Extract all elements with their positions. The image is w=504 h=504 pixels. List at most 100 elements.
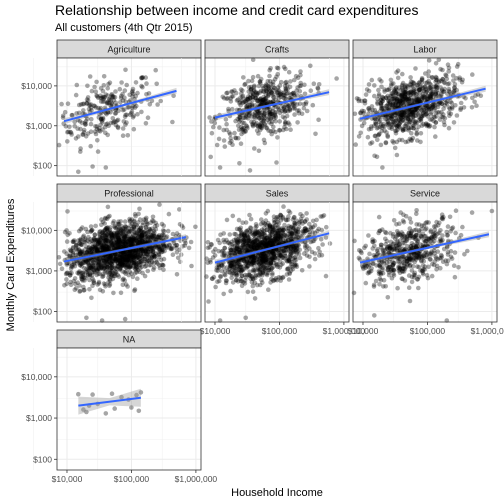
data-point [402,98,408,104]
data-point [222,272,228,278]
data-point [271,85,277,91]
data-point [97,287,103,293]
data-point [249,104,255,109]
data-point [247,95,253,100]
data-point [380,114,386,119]
data-point [166,211,172,217]
data-point [404,90,409,96]
x-axis-title: Household Income [231,487,323,499]
data-point [86,263,91,268]
data-point [127,251,133,257]
data-point [307,221,312,227]
data-point [261,241,267,247]
data-point [458,106,464,111]
data-point [452,88,457,94]
data-point [429,117,435,122]
data-point [440,76,446,82]
data-point [421,113,427,118]
data-point [114,118,120,123]
data-point [399,110,405,115]
data-point [93,105,99,110]
data-point [434,88,440,93]
data-point [410,110,415,115]
data-point [438,93,444,99]
facet-strip-label: Professional [104,189,154,199]
data-point [124,112,129,118]
data-point [284,102,289,107]
data-point [71,239,77,244]
data-point [209,119,214,124]
data-point [120,282,126,288]
data-point [419,107,425,113]
data-point [107,80,113,85]
data-point [115,125,121,131]
data-point [433,120,439,125]
data-point [465,248,470,254]
data-point [372,313,377,318]
data-point [122,229,128,234]
facet-panel-agriculture: Agriculture$100$1,000$10,000 [21,39,202,177]
data-point [259,115,264,120]
data-point [424,89,429,94]
data-point [261,97,267,102]
data-point [102,243,107,248]
data-point [88,129,94,134]
data-point [288,92,294,97]
data-point [369,140,375,145]
data-point [415,82,420,87]
data-point [236,226,242,232]
x-tick-label: $100,000 [262,326,298,336]
data-point [406,119,412,125]
data-point [68,130,74,135]
data-point [411,81,417,86]
data-point [389,91,394,96]
data-point [291,104,297,109]
data-point [69,132,74,137]
data-point [260,97,266,103]
data-point [393,102,399,108]
data-point [385,115,391,120]
data-point [371,115,377,121]
data-point [434,86,440,91]
data-point [395,118,401,124]
data-point [428,85,433,90]
data-point [118,95,124,101]
data-point [408,89,414,95]
data-point [378,97,384,103]
data-point [377,276,383,281]
data-point [116,274,122,279]
data-point [109,94,115,100]
data-point [377,131,382,137]
data-point [254,92,260,98]
data-point [112,223,117,229]
data-point [389,96,395,102]
data-point [142,247,148,253]
data-point [104,257,109,263]
data-point [144,81,149,86]
data-point [409,97,415,103]
data-point [419,97,425,103]
data-point [249,86,254,92]
data-point [374,154,380,160]
data-point [281,95,286,101]
data-point [247,212,252,218]
data-point [67,253,73,258]
data-point [414,120,420,126]
data-point [241,75,246,80]
data-point [456,265,461,270]
data-point [234,98,240,103]
data-point [270,277,276,283]
data-point [391,87,397,92]
data-point [106,100,112,106]
data-point [383,140,389,146]
data-point [285,266,291,271]
data-point [258,76,264,82]
data-point [408,89,413,94]
data-point [400,109,405,115]
data-point [96,105,101,111]
data-point [83,226,89,232]
data-point [110,116,116,121]
data-point [390,102,396,107]
data-point [418,106,424,111]
data-point [261,89,267,94]
